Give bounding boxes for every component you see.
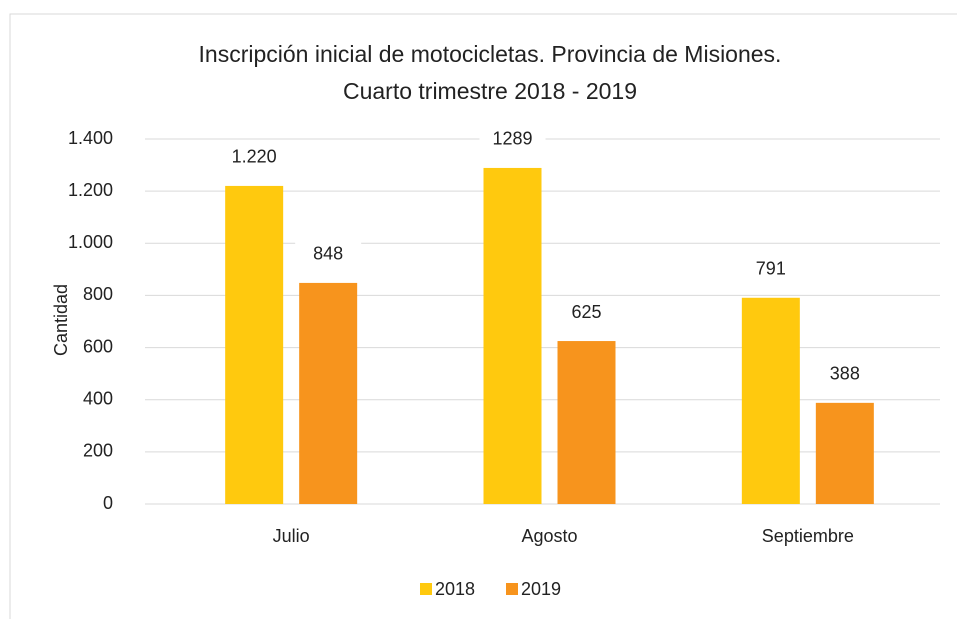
data-label: 1289	[492, 129, 532, 149]
bar	[483, 167, 542, 505]
y-tick-label: 1.000	[68, 232, 113, 252]
label-bg	[737, 255, 804, 282]
chart-title: Cuarto trimestre 2018 - 2019	[343, 78, 637, 104]
data-label: 791	[756, 259, 786, 279]
data-label: 1.220	[232, 147, 277, 167]
data-label: 625	[571, 302, 601, 322]
legend-swatch	[506, 583, 518, 595]
y-tick-label: 400	[83, 388, 113, 408]
chart-title: Inscripción inicial de motocicletas. Pro…	[199, 41, 782, 67]
y-tick-label: 1.200	[68, 180, 113, 200]
y-tick-label: 200	[83, 441, 113, 461]
legend-label: 2019	[521, 579, 561, 599]
y-tick-label: 800	[83, 284, 113, 304]
bar	[741, 297, 800, 504]
x-tick-label: Julio	[273, 526, 310, 546]
label-bg	[811, 360, 878, 387]
y-axis-label: Cantidad	[51, 284, 71, 356]
y-tick-label: 1.400	[68, 128, 113, 148]
data-label: 848	[313, 244, 343, 264]
bar	[225, 185, 284, 504]
x-tick-label: Agosto	[521, 526, 577, 546]
legend-swatch	[420, 583, 432, 595]
bar	[299, 282, 358, 504]
label-bg	[553, 299, 620, 326]
label-bg	[479, 125, 546, 152]
label-bg	[221, 143, 288, 170]
legend-label: 2018	[435, 579, 475, 599]
bar	[557, 341, 616, 504]
x-tick-label: Septiembre	[762, 526, 854, 546]
y-tick-label: 0	[103, 493, 113, 513]
bar	[815, 402, 874, 504]
y-tick-label: 600	[83, 336, 113, 356]
label-bg	[295, 240, 362, 267]
data-label: 388	[830, 364, 860, 384]
chart-border	[9, 13, 957, 619]
